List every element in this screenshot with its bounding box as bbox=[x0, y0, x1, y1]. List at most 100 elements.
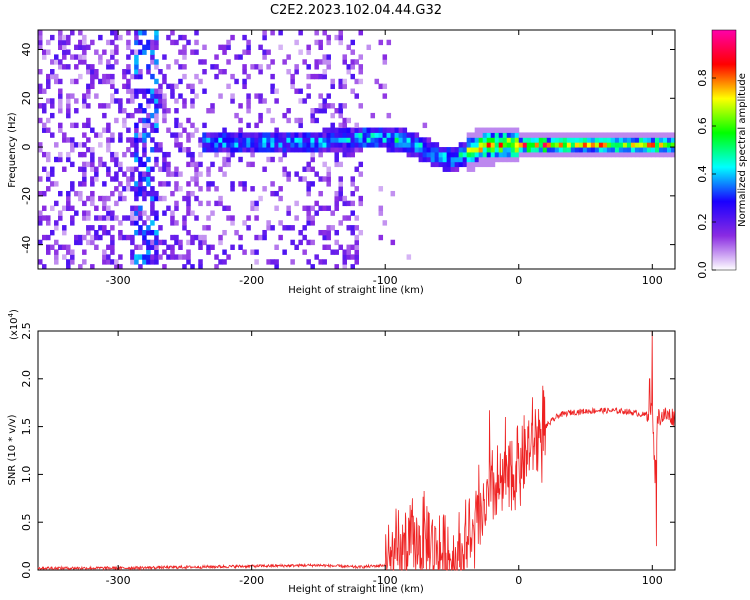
spectrogram-cell bbox=[66, 34, 71, 41]
spectrogram-cell bbox=[550, 147, 556, 153]
spectrogram-cell bbox=[242, 220, 247, 226]
spectrogram-cell bbox=[138, 181, 143, 187]
spectrogram-cell bbox=[118, 137, 123, 143]
spectrogram-cell bbox=[82, 151, 87, 158]
spectrogram-cell bbox=[130, 215, 135, 221]
spectrogram-cell bbox=[114, 259, 119, 265]
chart-title: C2E2.2023.102.04.44.G32 bbox=[270, 3, 442, 18]
spectrogram-cell bbox=[138, 215, 143, 221]
spectrogram-cell bbox=[46, 249, 51, 255]
spectrogram-cell bbox=[286, 142, 291, 148]
spectrogram-cell bbox=[134, 59, 139, 65]
spectrogram-cell bbox=[266, 147, 271, 153]
spectrogram-cell bbox=[82, 249, 87, 255]
spectrogram-cell bbox=[154, 229, 159, 236]
spectrogram-cell bbox=[286, 171, 291, 177]
spectrogram-cell bbox=[462, 147, 468, 153]
spectrogram-cell bbox=[418, 147, 424, 153]
spectrogram-cell bbox=[434, 156, 440, 163]
spectrogram-cell bbox=[66, 259, 71, 265]
spectrogram-cell bbox=[206, 166, 211, 172]
spectrogram-cell bbox=[622, 147, 628, 153]
spectrogram-cell bbox=[174, 137, 179, 143]
spectrogram-cell bbox=[242, 69, 247, 75]
spectrogram-cell bbox=[158, 142, 163, 148]
spectrogram-cell bbox=[178, 122, 183, 129]
spectrogram-cell bbox=[90, 151, 95, 158]
spectrogram-cell bbox=[430, 147, 436, 153]
spectrogram-cell bbox=[666, 132, 672, 138]
spectrogram-cell bbox=[374, 132, 380, 138]
spectrogram-cell bbox=[214, 151, 219, 158]
spectrogram-cell bbox=[42, 215, 47, 221]
spectrogram-cell bbox=[262, 142, 267, 148]
spectrogram-cell bbox=[66, 64, 71, 70]
spectrogram-cell bbox=[358, 78, 364, 85]
spectrogram-cell bbox=[174, 39, 179, 46]
spectrogram-cell bbox=[90, 147, 95, 153]
spectrogram-cell bbox=[322, 73, 327, 80]
spectrogram-cell bbox=[314, 132, 319, 138]
spectrogram-cell bbox=[326, 64, 331, 70]
spectrogram-cell bbox=[438, 156, 444, 163]
spectrogram-cell bbox=[286, 132, 291, 138]
spectrogram-cell bbox=[330, 249, 335, 255]
spectrogram-cell bbox=[338, 122, 343, 129]
spectrogram-cell bbox=[70, 215, 75, 221]
spectrogram-cell bbox=[338, 244, 343, 250]
spectrogram-cell bbox=[670, 142, 676, 148]
spectrogram-cell bbox=[130, 249, 135, 255]
spectrogram-cell bbox=[134, 195, 139, 202]
spectrogram-cell bbox=[534, 142, 540, 148]
spectrogram-cell bbox=[246, 39, 251, 46]
spectrogram-cell bbox=[538, 147, 544, 153]
spectrogram-cell bbox=[178, 78, 183, 85]
spectrogram-cell bbox=[306, 161, 311, 168]
spectrogram-cell bbox=[658, 147, 664, 153]
spectrogram-cell bbox=[130, 176, 135, 182]
spectrogram-cell bbox=[218, 239, 223, 246]
spectrogram-cell bbox=[46, 151, 51, 158]
spectrogram-cell bbox=[214, 132, 219, 138]
spectrogram-cell bbox=[122, 122, 127, 129]
spectrogram-cell bbox=[538, 142, 544, 148]
spectrogram-cell bbox=[210, 210, 215, 216]
spectrogram-cell bbox=[86, 117, 91, 124]
spectrogram-cell bbox=[66, 98, 71, 104]
spectrogram-cell bbox=[234, 112, 239, 119]
spectrogram-cell bbox=[162, 195, 167, 202]
spectrogram-cell bbox=[270, 83, 275, 90]
spectrogram-cell bbox=[86, 225, 91, 231]
spectrogram-cell bbox=[42, 49, 47, 55]
spectrogram-cell bbox=[86, 103, 91, 109]
spectrogram-cell bbox=[354, 249, 360, 255]
spectrogram-cell bbox=[486, 147, 492, 153]
spectrogram-cell bbox=[110, 190, 115, 197]
spectrogram-cell bbox=[150, 147, 155, 153]
y-tick-label: 20 bbox=[20, 91, 33, 105]
spectrogram-cell bbox=[294, 215, 299, 221]
spectrogram-cell bbox=[342, 78, 347, 85]
spectrogram-cell bbox=[394, 142, 400, 148]
spectrogram-cell bbox=[58, 44, 63, 51]
spectrogram-cell bbox=[658, 132, 664, 138]
spectrogram-cell bbox=[302, 234, 307, 241]
spectrogram-cell bbox=[218, 234, 223, 241]
spectrogram-cell bbox=[610, 147, 616, 153]
spectrogram-cell bbox=[346, 215, 351, 221]
spectrogram-cell bbox=[370, 127, 376, 133]
spectrogram-cell bbox=[334, 200, 339, 207]
spectrogram-cell bbox=[470, 132, 476, 138]
spectrogram-cell bbox=[242, 78, 247, 85]
spectrogram-cell bbox=[62, 54, 67, 60]
spectrogram-cell bbox=[154, 147, 159, 153]
spectrogram-cell bbox=[90, 69, 95, 75]
spectrogram-cell bbox=[558, 142, 564, 148]
spectrogram-cell bbox=[214, 264, 219, 270]
spectrogram-cell bbox=[466, 161, 472, 168]
spectrogram-cell bbox=[58, 210, 63, 216]
spectrogram-cell bbox=[226, 205, 231, 211]
spectrogram-cell bbox=[134, 39, 139, 46]
spectrogram-cell bbox=[582, 151, 588, 158]
y-tick-label: 2.0 bbox=[20, 370, 33, 388]
